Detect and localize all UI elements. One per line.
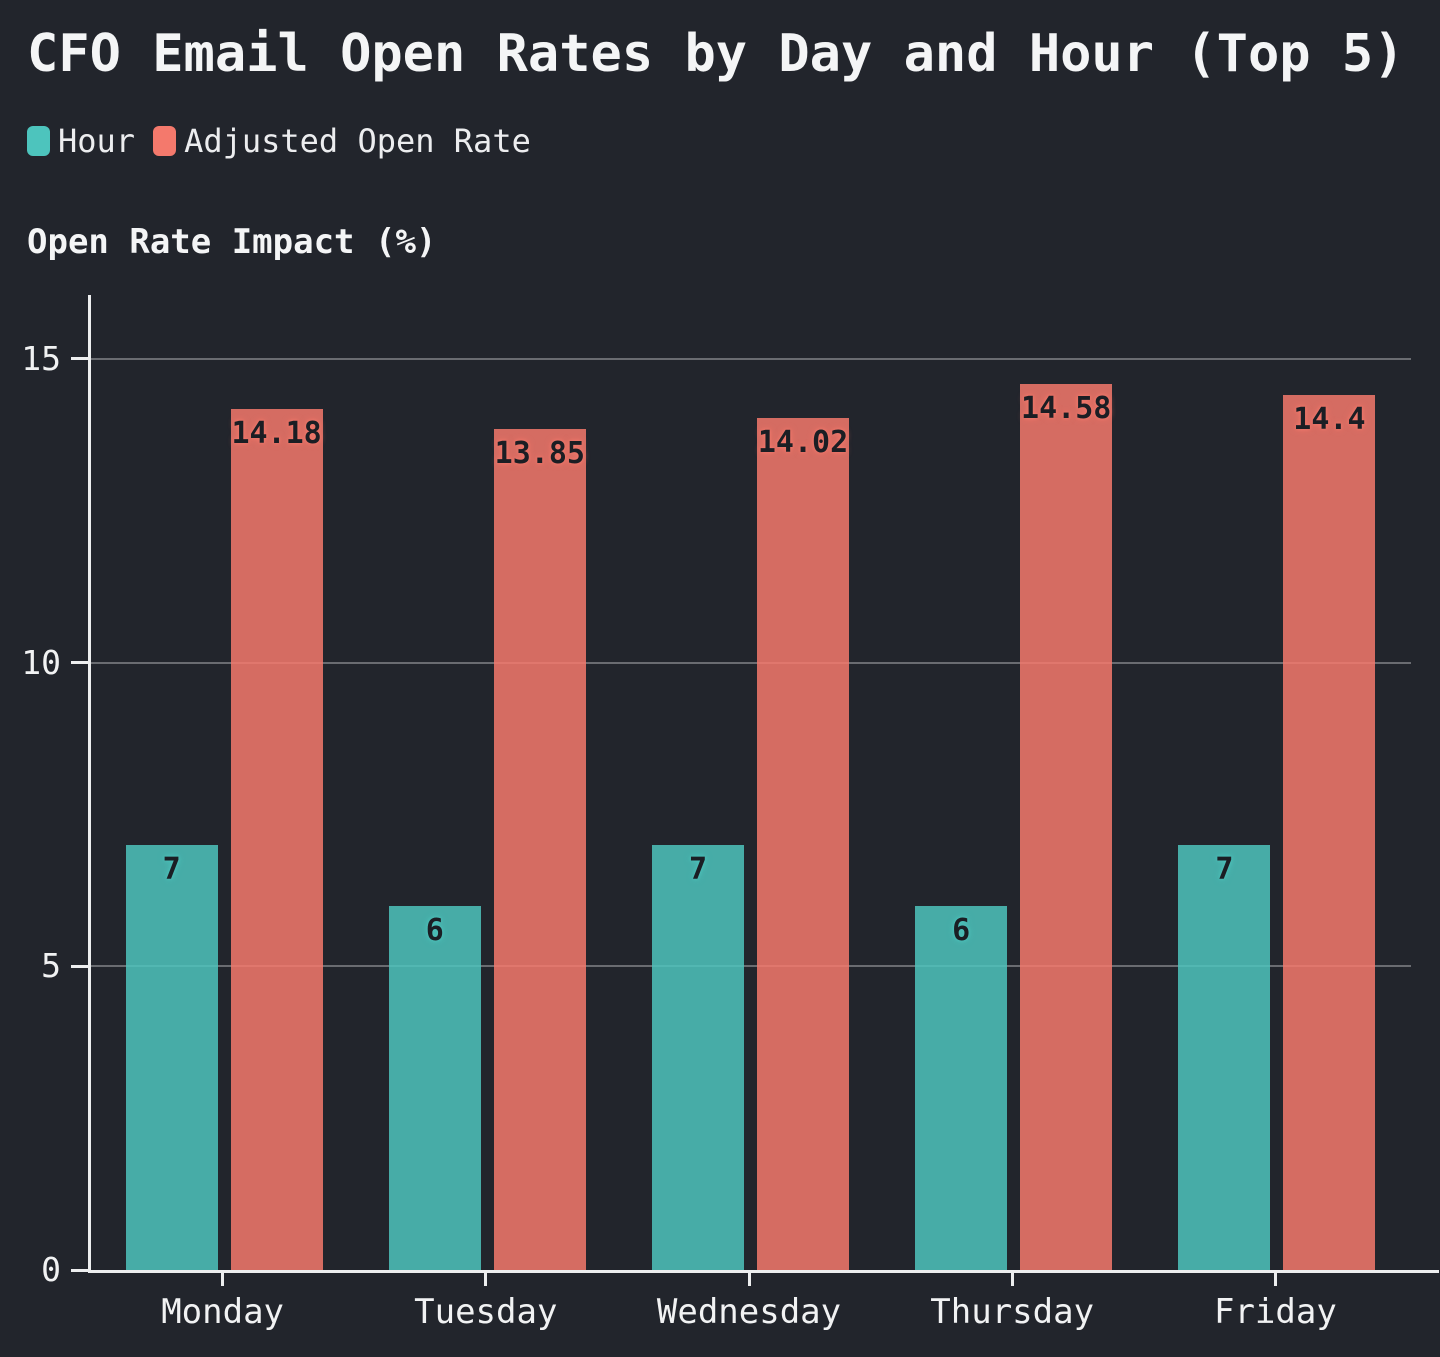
x-axis-tick-tuesday bbox=[484, 1270, 488, 1286]
gridline-5 bbox=[91, 965, 1411, 968]
legend-swatch-hour-icon bbox=[27, 126, 50, 156]
y-axis-tick-label-10: 10 bbox=[21, 642, 61, 682]
bar-value-label-adjusted-open-rate-wednesday: 14.02 bbox=[757, 425, 849, 461]
bar-adjusted-open-rate-tuesday[interactable] bbox=[493, 428, 586, 1270]
legend-item-hour[interactable]: Hour bbox=[27, 122, 135, 160]
bar-value-label-adjusted-open-rate-friday: 14.4 bbox=[1293, 402, 1366, 438]
x-axis-label-monday: Monday bbox=[161, 1292, 285, 1332]
bar-hour-wednesday[interactable] bbox=[652, 844, 744, 1270]
y-axis-tick-5 bbox=[71, 964, 88, 968]
bar-value-label-hour-friday: 7 bbox=[1215, 851, 1234, 887]
gridline-15 bbox=[91, 357, 1411, 360]
x-axis-tick-thursday bbox=[1010, 1270, 1014, 1286]
chart-title: CFO Email Open Rates by Day and Hour (To… bbox=[27, 24, 1405, 84]
bar-value-label-adjusted-open-rate-monday: 14.18 bbox=[231, 415, 322, 451]
legend-swatch-adjusted-open-rate-icon bbox=[153, 126, 177, 156]
legend: Hour Adjusted Open Rate bbox=[27, 122, 531, 160]
bar-adjusted-open-rate-friday[interactable] bbox=[1283, 395, 1376, 1270]
x-axis-label-thursday: Thursday bbox=[930, 1292, 1095, 1332]
plot-area: 0 5 10 15 Monday Tuesday Wednesday Thursday Frid… bbox=[21, 295, 1439, 1332]
bar-hour-tuesday[interactable] bbox=[388, 905, 481, 1270]
gridline-10 bbox=[91, 661, 1411, 664]
x-axis-label-wednesday: Wednesday bbox=[656, 1292, 842, 1332]
bar-hour-friday[interactable] bbox=[1178, 844, 1271, 1270]
bar-value-label-hour-monday: 7 bbox=[162, 851, 181, 887]
legend-item-adjusted-open-rate[interactable]: Adjusted Open Rate bbox=[153, 122, 531, 160]
bar-adjusted-open-rate-wednesday[interactable] bbox=[757, 418, 849, 1270]
x-axis-label-tuesday: Tuesday bbox=[414, 1292, 558, 1332]
x-axis-tick-friday bbox=[1273, 1270, 1277, 1286]
legend-label-hour: Hour bbox=[58, 122, 136, 160]
bar-value-label-hour-tuesday: 6 bbox=[425, 912, 444, 948]
x-axis-label-friday: Friday bbox=[1213, 1292, 1337, 1332]
bar-value-label-hour-thursday: 6 bbox=[952, 912, 971, 948]
x-axis-tick-wednesday bbox=[747, 1270, 751, 1286]
bar-adjusted-open-rate-thursday[interactable] bbox=[1020, 384, 1113, 1270]
y-axis-tick-label-0: 0 bbox=[41, 1250, 61, 1289]
y-axis-tick-label-5: 5 bbox=[41, 946, 61, 986]
bar-hour-thursday[interactable] bbox=[915, 905, 1008, 1270]
bar-value-label-hour-wednesday: 7 bbox=[688, 851, 708, 887]
y-axis-tick-label-15: 15 bbox=[21, 338, 61, 378]
bar-adjusted-open-rate-monday[interactable] bbox=[230, 408, 323, 1270]
bar-hour-monday[interactable] bbox=[125, 844, 218, 1270]
y-axis-tick-15 bbox=[71, 357, 88, 361]
bar-value-label-adjusted-open-rate-tuesday: 13.85 bbox=[494, 435, 585, 471]
y-axis-tick-10 bbox=[71, 661, 88, 664]
y-axis-title: Open Rate Impact (%) bbox=[27, 222, 437, 262]
x-axis-tick-monday bbox=[221, 1270, 225, 1286]
bar-value-label-adjusted-open-rate-thursday: 14.58 bbox=[1021, 391, 1112, 427]
y-axis-tick-0 bbox=[71, 1268, 88, 1272]
legend-label-adjusted-open-rate: Adjusted Open Rate bbox=[184, 122, 531, 160]
